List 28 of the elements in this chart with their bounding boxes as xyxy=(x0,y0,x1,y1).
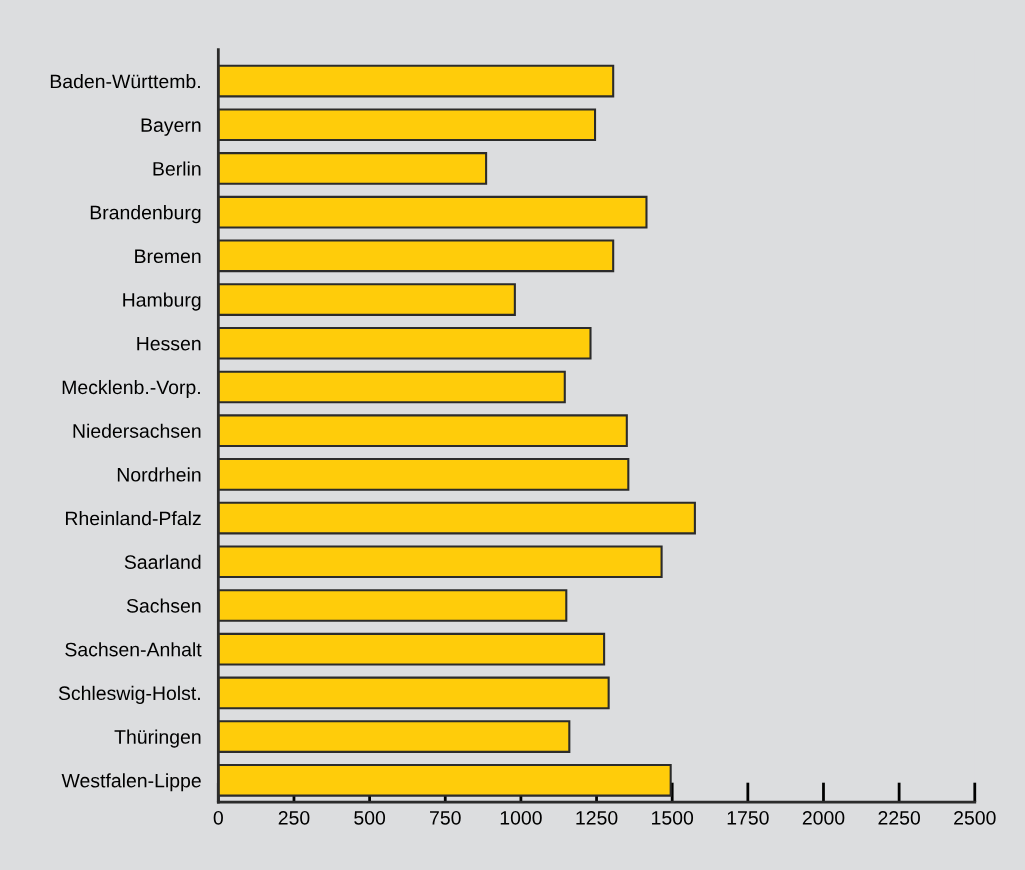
x-tick-label: 750 xyxy=(430,810,461,825)
y-tick-label: Thüringen xyxy=(114,729,201,748)
y-tick-label: Sachsen xyxy=(126,598,201,613)
x-tick-label: 2500 xyxy=(954,810,996,825)
y-tick-label: Brandenburg xyxy=(90,205,201,224)
x-tick-label: 1000 xyxy=(500,810,542,825)
x-tick-label: 0 xyxy=(213,810,223,825)
y-tick-label: Westfalen-Lippe xyxy=(61,773,201,792)
y-tick-label: Rheinland-Pfalz xyxy=(65,511,201,526)
y-tick-label: Schleswig-Holst. xyxy=(58,685,200,704)
x-tick-label: 1250 xyxy=(576,810,618,825)
y-tick-label: Hamburg xyxy=(123,292,201,311)
x-tick-label: 1750 xyxy=(727,810,769,825)
y-tick-label: Saarland xyxy=(124,554,201,570)
y-tick-label: Baden-Württemb. xyxy=(50,74,200,89)
y-tick-label: Bremen xyxy=(135,249,201,264)
y-tick-label: Sachsen-Anhalt xyxy=(65,642,202,657)
x-tick-label: 2000 xyxy=(802,810,845,825)
y-tick-label: Berlin xyxy=(153,161,201,176)
x-tick-label: 1500 xyxy=(652,810,694,825)
y-tick-label: Hessen xyxy=(137,336,201,351)
x-tick-label: 250 xyxy=(278,810,310,825)
x-tick-label: 2250 xyxy=(878,810,920,825)
y-tick-label: Nordrhein xyxy=(117,467,201,482)
y-tick-label: Bayern xyxy=(141,118,201,136)
y-tick-label: Niedersachsen xyxy=(73,423,201,438)
y-tick-label: Mecklenb.-Vorp. xyxy=(62,379,200,399)
x-tick-label: 500 xyxy=(354,810,386,825)
